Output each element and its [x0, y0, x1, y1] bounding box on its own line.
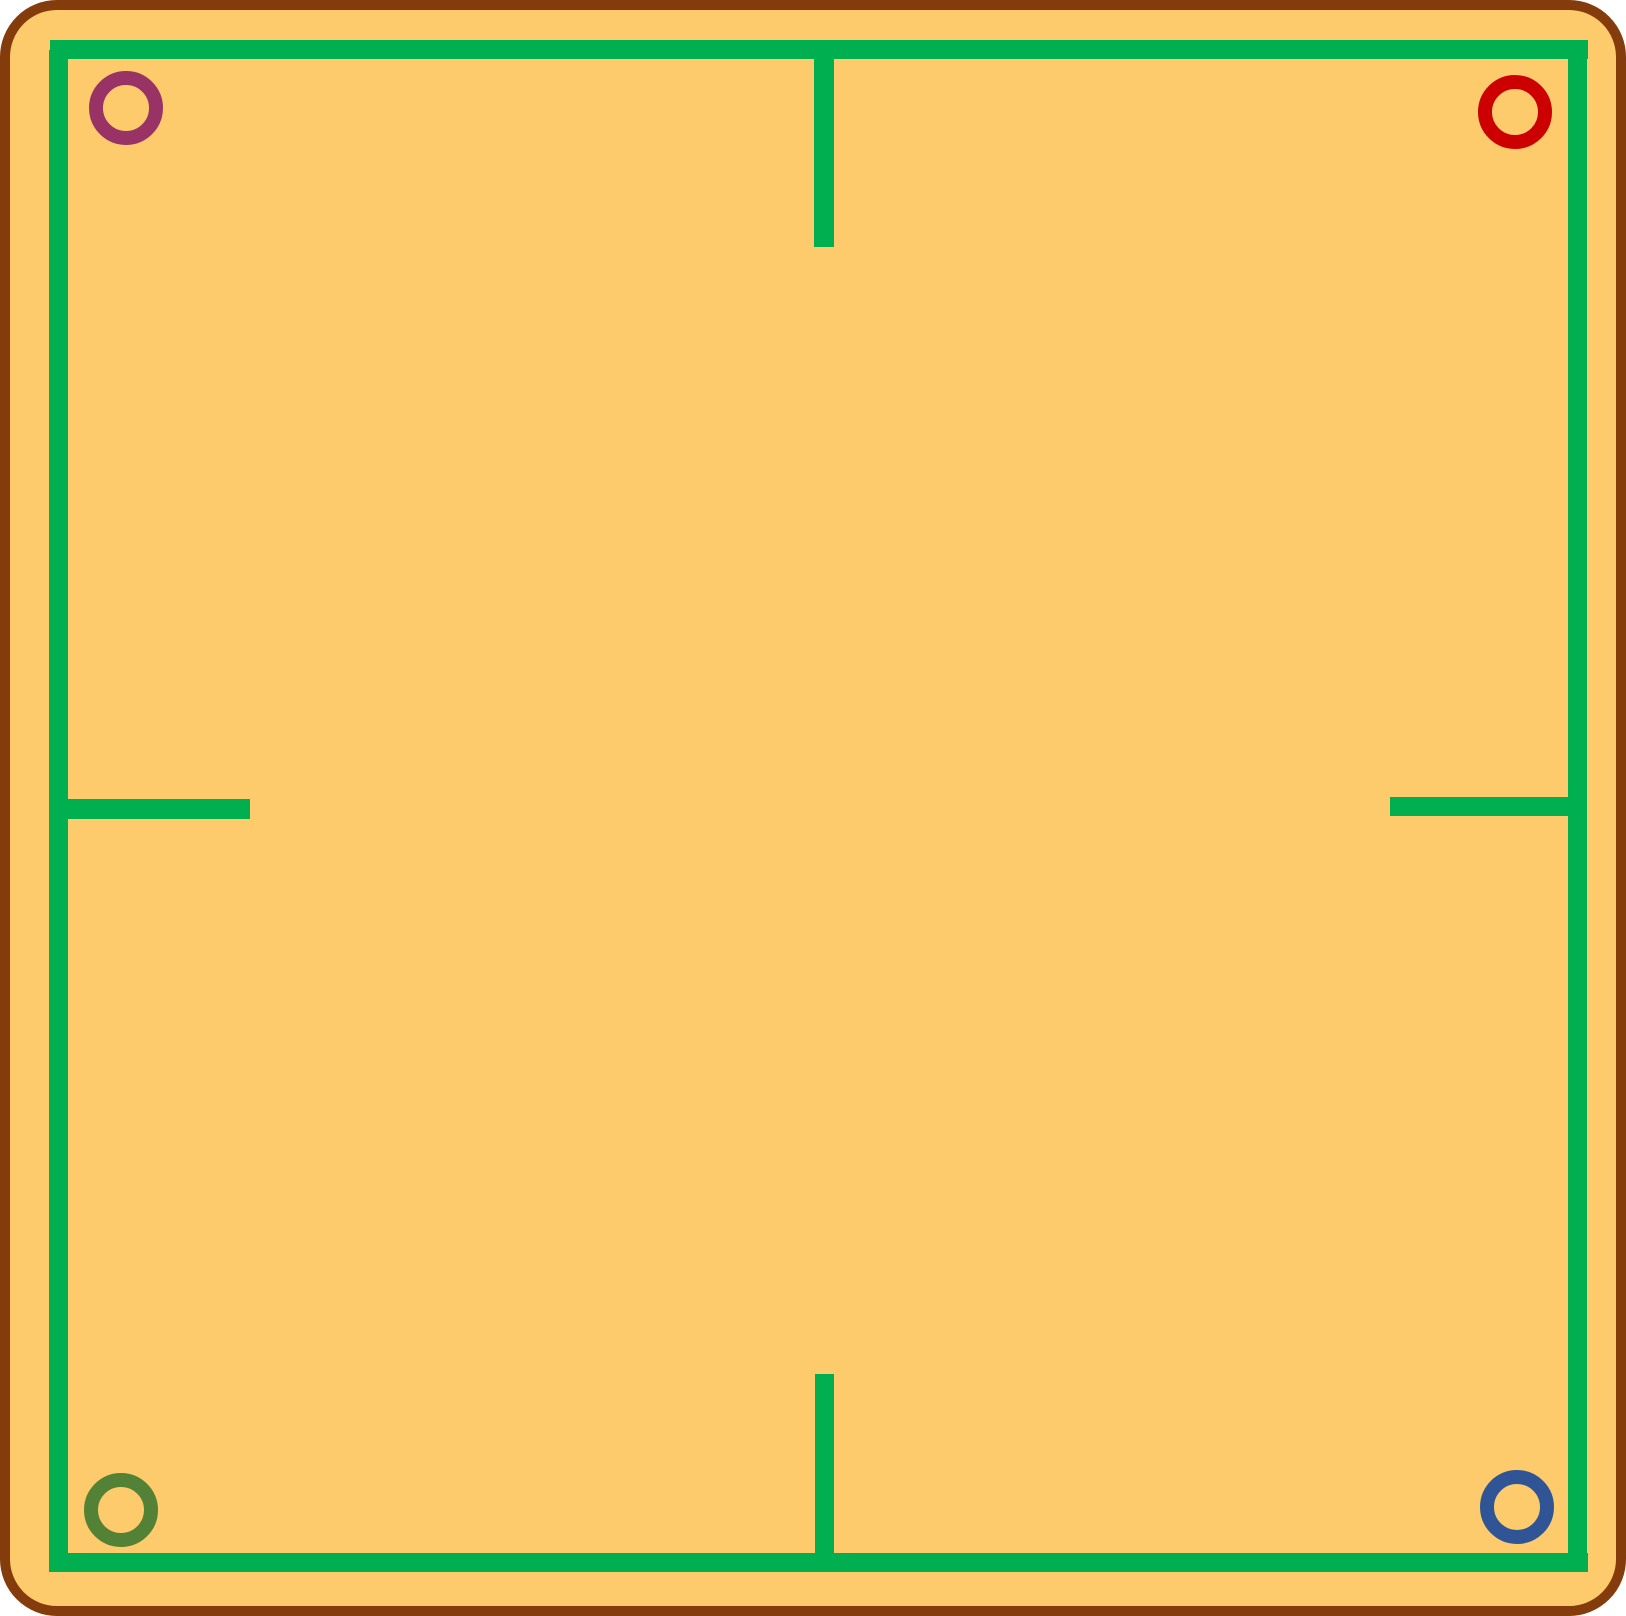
wall-left-middle-stub — [58, 799, 250, 819]
marker-bottom-right — [1480, 1470, 1554, 1544]
marker-top-left — [89, 71, 163, 145]
walls — [49, 40, 1588, 1572]
marker-top-right — [1478, 75, 1552, 149]
marker-bottom-left — [84, 1473, 158, 1547]
wall-bottom-center-stub — [815, 1374, 834, 1564]
wall-top — [50, 40, 1588, 59]
wall-right-middle-stub — [1390, 797, 1578, 816]
wall-top-center-stub — [814, 50, 834, 247]
corner-markers — [84, 71, 1554, 1547]
